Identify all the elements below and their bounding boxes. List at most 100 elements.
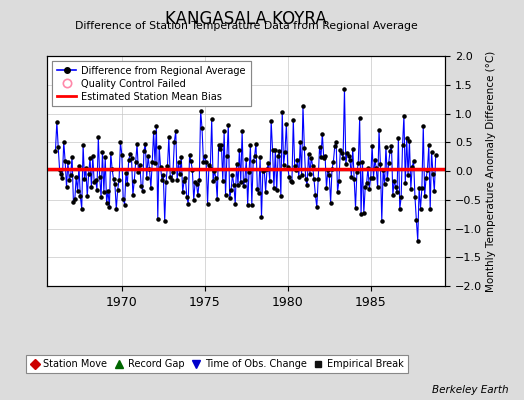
Point [100, 189, 108, 195]
Text: KANGASALA KOYRA: KANGASALA KOYRA [166, 10, 327, 28]
Point [256, 154, 264, 161]
Point [374, 184, 382, 191]
Point [429, 170, 437, 177]
Point [221, 192, 230, 198]
Point [275, 148, 283, 154]
Point [91, 176, 100, 183]
Point [370, 157, 379, 163]
Point [95, 174, 104, 180]
Point [249, 158, 257, 164]
Point [419, 123, 428, 129]
Point [358, 158, 367, 165]
Point [357, 211, 365, 217]
Point [324, 167, 332, 173]
Point [404, 172, 412, 178]
Point [351, 204, 359, 211]
Point [56, 167, 64, 173]
Point [133, 141, 141, 147]
Point [212, 174, 220, 181]
Point [401, 180, 409, 186]
Point [375, 126, 383, 133]
Point [196, 108, 205, 114]
Point [245, 169, 253, 175]
Point [310, 176, 318, 183]
Point [289, 116, 298, 123]
Point [137, 182, 145, 189]
Point [301, 176, 310, 182]
Point [277, 193, 285, 199]
Point [333, 189, 342, 195]
Point [168, 176, 176, 183]
Point [430, 188, 439, 194]
Point [152, 123, 160, 130]
Point [271, 147, 279, 154]
Point [321, 153, 329, 159]
Point [110, 176, 118, 182]
Point [363, 180, 371, 187]
Point [191, 179, 199, 186]
Point [253, 186, 261, 192]
Point [106, 150, 115, 156]
Point [311, 192, 320, 199]
Point [67, 172, 75, 179]
Point [227, 187, 235, 194]
Point [285, 174, 293, 180]
Point [166, 174, 174, 180]
Point [114, 186, 122, 193]
Point [188, 166, 196, 173]
Point [396, 206, 404, 212]
Point [412, 217, 421, 224]
Point [400, 112, 408, 119]
Point [322, 185, 331, 191]
Point [283, 164, 292, 170]
Point [428, 148, 436, 155]
Point [206, 164, 214, 171]
Point [369, 174, 378, 181]
Point [217, 142, 225, 148]
Point [205, 162, 213, 168]
Point [116, 139, 125, 146]
Point [73, 188, 82, 194]
Point [225, 195, 234, 201]
Point [163, 163, 172, 169]
Point [379, 167, 387, 173]
Point [367, 174, 375, 181]
Point [389, 192, 397, 198]
Point [278, 109, 287, 115]
Point [140, 148, 148, 154]
Point [203, 200, 212, 207]
Point [125, 157, 133, 163]
Point [169, 168, 177, 175]
Point [386, 147, 394, 154]
Point [426, 206, 434, 212]
Point [343, 150, 352, 156]
Point [409, 158, 418, 164]
Point [361, 184, 369, 190]
Point [422, 175, 430, 182]
Point [80, 176, 89, 182]
Point [123, 180, 132, 187]
Point [126, 151, 134, 157]
Point [105, 204, 114, 210]
Point [87, 184, 95, 190]
Point [299, 103, 307, 109]
Point [62, 184, 71, 190]
Point [132, 159, 140, 166]
Point [382, 144, 390, 150]
Point [376, 161, 385, 167]
Point [210, 168, 219, 174]
Point [270, 184, 278, 191]
Point [90, 179, 99, 185]
Point [112, 206, 121, 212]
Point [336, 147, 344, 154]
Point [75, 163, 83, 170]
Point [344, 153, 353, 159]
Point [274, 153, 282, 159]
Point [97, 194, 105, 200]
Point [101, 154, 110, 161]
Point [174, 159, 183, 165]
Point [346, 156, 354, 163]
Point [199, 158, 208, 165]
Point [309, 163, 317, 169]
Point [348, 146, 357, 152]
